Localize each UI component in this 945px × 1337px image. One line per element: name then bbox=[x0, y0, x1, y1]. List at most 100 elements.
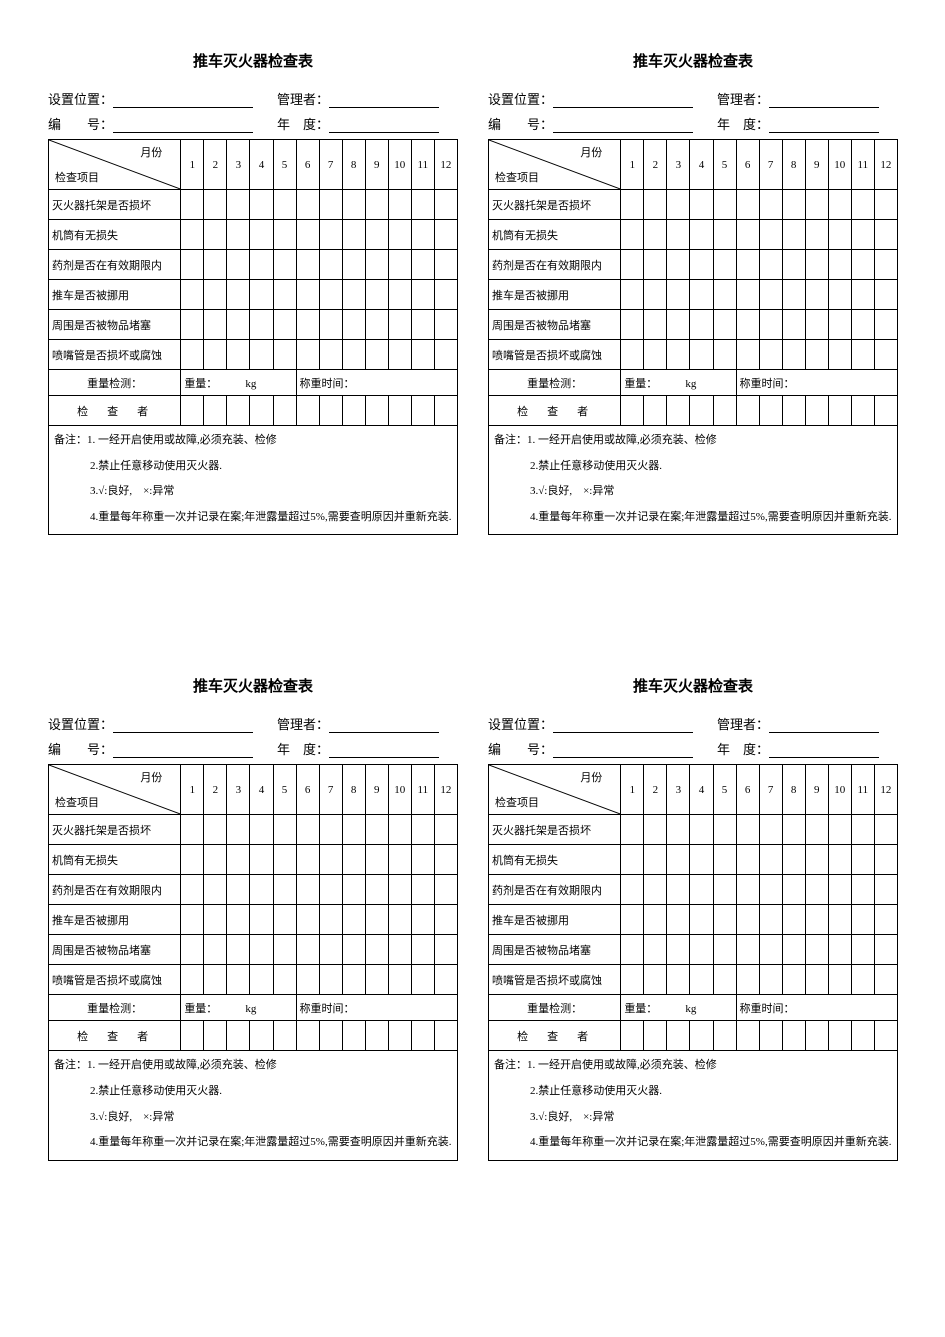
inspector-cell[interactable] bbox=[434, 396, 457, 426]
inspector-cell[interactable] bbox=[342, 1021, 365, 1051]
check-cell[interactable] bbox=[805, 250, 828, 280]
check-cell[interactable] bbox=[828, 875, 851, 905]
check-cell[interactable] bbox=[411, 935, 434, 965]
check-cell[interactable] bbox=[250, 310, 273, 340]
check-cell[interactable] bbox=[204, 280, 227, 310]
check-cell[interactable] bbox=[736, 815, 759, 845]
check-cell[interactable] bbox=[434, 190, 457, 220]
check-cell[interactable] bbox=[851, 845, 874, 875]
inspector-cell[interactable] bbox=[805, 396, 828, 426]
inspector-cell[interactable] bbox=[644, 1021, 667, 1051]
check-cell[interactable] bbox=[411, 190, 434, 220]
check-cell[interactable] bbox=[690, 935, 713, 965]
check-cell[interactable] bbox=[227, 340, 250, 370]
check-cell[interactable] bbox=[667, 280, 690, 310]
inspector-cell[interactable] bbox=[319, 396, 342, 426]
inspector-cell[interactable] bbox=[690, 396, 713, 426]
check-cell[interactable] bbox=[690, 280, 713, 310]
check-cell[interactable] bbox=[713, 310, 736, 340]
check-cell[interactable] bbox=[828, 845, 851, 875]
inspector-cell[interactable] bbox=[434, 1021, 457, 1051]
check-cell[interactable] bbox=[874, 190, 897, 220]
check-cell[interactable] bbox=[874, 905, 897, 935]
check-cell[interactable] bbox=[621, 250, 644, 280]
check-cell[interactable] bbox=[181, 845, 204, 875]
check-cell[interactable] bbox=[667, 875, 690, 905]
check-cell[interactable] bbox=[319, 340, 342, 370]
check-cell[interactable] bbox=[736, 220, 759, 250]
check-cell[interactable] bbox=[388, 935, 411, 965]
check-cell[interactable] bbox=[667, 250, 690, 280]
check-cell[interactable] bbox=[759, 190, 782, 220]
check-cell[interactable] bbox=[296, 935, 319, 965]
check-cell[interactable] bbox=[713, 280, 736, 310]
check-cell[interactable] bbox=[365, 220, 388, 250]
check-cell[interactable] bbox=[227, 190, 250, 220]
check-cell[interactable] bbox=[434, 845, 457, 875]
check-cell[interactable] bbox=[667, 340, 690, 370]
check-cell[interactable] bbox=[690, 965, 713, 995]
check-cell[interactable] bbox=[713, 190, 736, 220]
check-cell[interactable] bbox=[644, 905, 667, 935]
inspector-cell[interactable] bbox=[736, 1021, 759, 1051]
check-cell[interactable] bbox=[644, 875, 667, 905]
check-cell[interactable] bbox=[805, 815, 828, 845]
weight-time-cell[interactable]: 称重时间： bbox=[296, 995, 457, 1021]
check-cell[interactable] bbox=[319, 875, 342, 905]
check-cell[interactable] bbox=[296, 190, 319, 220]
check-cell[interactable] bbox=[782, 220, 805, 250]
check-cell[interactable] bbox=[227, 815, 250, 845]
check-cell[interactable] bbox=[273, 905, 296, 935]
check-cell[interactable] bbox=[805, 190, 828, 220]
check-cell[interactable] bbox=[227, 280, 250, 310]
check-cell[interactable] bbox=[181, 250, 204, 280]
check-cell[interactable] bbox=[782, 935, 805, 965]
inspector-cell[interactable] bbox=[250, 396, 273, 426]
check-cell[interactable] bbox=[388, 965, 411, 995]
check-cell[interactable] bbox=[874, 845, 897, 875]
check-cell[interactable] bbox=[250, 250, 273, 280]
check-cell[interactable] bbox=[851, 935, 874, 965]
check-cell[interactable] bbox=[365, 250, 388, 280]
check-cell[interactable] bbox=[250, 965, 273, 995]
check-cell[interactable] bbox=[365, 965, 388, 995]
check-cell[interactable] bbox=[365, 815, 388, 845]
check-cell[interactable] bbox=[805, 965, 828, 995]
check-cell[interactable] bbox=[736, 845, 759, 875]
check-cell[interactable] bbox=[365, 935, 388, 965]
check-cell[interactable] bbox=[759, 280, 782, 310]
check-cell[interactable] bbox=[204, 220, 227, 250]
inspector-cell[interactable] bbox=[250, 1021, 273, 1051]
inspector-cell[interactable] bbox=[828, 1021, 851, 1051]
check-cell[interactable] bbox=[805, 935, 828, 965]
check-cell[interactable] bbox=[805, 845, 828, 875]
inspector-cell[interactable] bbox=[227, 1021, 250, 1051]
inspector-cell[interactable] bbox=[204, 1021, 227, 1051]
inspector-cell[interactable] bbox=[851, 1021, 874, 1051]
check-cell[interactable] bbox=[874, 220, 897, 250]
check-cell[interactable] bbox=[782, 280, 805, 310]
check-cell[interactable] bbox=[828, 190, 851, 220]
check-cell[interactable] bbox=[273, 965, 296, 995]
check-cell[interactable] bbox=[828, 815, 851, 845]
check-cell[interactable] bbox=[851, 340, 874, 370]
year-blank[interactable] bbox=[769, 742, 879, 758]
inspector-cell[interactable] bbox=[621, 396, 644, 426]
check-cell[interactable] bbox=[227, 310, 250, 340]
check-cell[interactable] bbox=[250, 280, 273, 310]
check-cell[interactable] bbox=[434, 220, 457, 250]
check-cell[interactable] bbox=[388, 250, 411, 280]
location-blank[interactable] bbox=[113, 717, 253, 733]
check-cell[interactable] bbox=[828, 905, 851, 935]
check-cell[interactable] bbox=[296, 965, 319, 995]
check-cell[interactable] bbox=[319, 935, 342, 965]
check-cell[interactable] bbox=[874, 815, 897, 845]
check-cell[interactable] bbox=[667, 935, 690, 965]
check-cell[interactable] bbox=[828, 340, 851, 370]
check-cell[interactable] bbox=[621, 875, 644, 905]
check-cell[interactable] bbox=[805, 340, 828, 370]
check-cell[interactable] bbox=[713, 250, 736, 280]
check-cell[interactable] bbox=[342, 935, 365, 965]
check-cell[interactable] bbox=[874, 965, 897, 995]
weight-time-cell[interactable]: 称重时间： bbox=[296, 370, 457, 396]
